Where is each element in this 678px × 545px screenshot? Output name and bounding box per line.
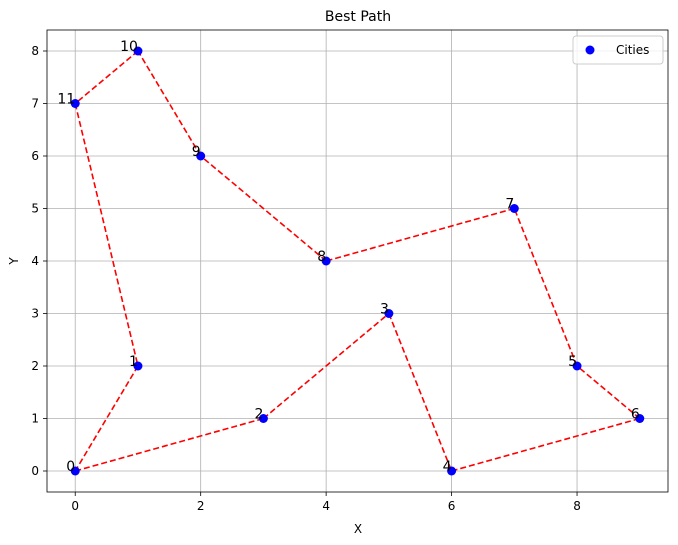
path-segment [325,207,515,262]
city-label: 6 [631,407,640,423]
path-segment [74,365,139,472]
y-tick-label: 5 [31,202,39,216]
legend: Cities [572,35,664,65]
city-label: 2 [254,407,263,423]
city-point [447,466,457,476]
city-label: 5 [568,354,577,370]
city-point [196,151,206,161]
x-axis-label: X [354,522,362,536]
city-point [258,414,268,423]
x-tick-label: 6 [448,499,456,513]
path-segment [576,365,641,420]
path-segment [388,313,453,472]
legend-marker-cities [585,45,595,55]
path-segment [451,417,640,472]
city-point [384,309,394,318]
y-tick-label: 2 [31,359,39,373]
y-axis-label: Y [7,257,21,266]
city-label: 9 [192,144,201,160]
city-label: 10 [120,39,138,55]
chart-title: Best Path [325,9,391,25]
city-point [635,414,645,423]
best-path-route [74,50,641,472]
city-point [133,46,143,56]
y-tick-label: 7 [31,97,39,111]
city-point [70,99,80,108]
path-segment [75,417,264,472]
grid-lines [47,30,668,492]
x-tick-label: 2 [197,499,205,513]
city-label: 8 [317,249,326,265]
city-point [509,204,519,213]
y-axis-ticks: 0 1 2 3 4 5 6 7 8 [31,44,47,478]
y-tick-label: 0 [31,464,39,478]
city-point [572,361,582,371]
city-label: 4 [443,459,452,475]
y-tick-label: 6 [31,149,39,163]
x-tick-label: 8 [573,499,581,513]
plot-area: 0 1 2 3 4 5 6 7 8 9 10 11 [46,29,669,493]
path-segment [513,208,578,367]
x-tick-label: 0 [71,499,79,513]
city-point [70,466,80,476]
city-point [321,256,331,266]
x-axis-ticks: 0 2 4 6 8 [71,492,581,513]
city-label: 3 [380,302,389,318]
city-label: 11 [57,92,75,108]
path-segment [74,50,139,105]
path-segment [137,50,202,157]
city-points [70,46,645,476]
city-labels: 0 1 2 3 4 5 6 7 8 9 10 11 [57,39,639,475]
city-point [133,361,143,371]
y-tick-label: 3 [31,307,39,321]
city-label: 7 [505,197,514,213]
x-tick-label: 4 [322,499,330,513]
path-segment [262,312,390,420]
legend-label-cities: Cities [616,43,649,57]
y-tick-label: 1 [31,412,39,426]
path-segment [200,155,327,262]
y-tick-label: 4 [31,254,39,268]
y-tick-label: 8 [31,44,39,58]
legend-box [572,35,664,65]
city-label: 0 [66,459,75,475]
city-label: 1 [129,354,138,370]
